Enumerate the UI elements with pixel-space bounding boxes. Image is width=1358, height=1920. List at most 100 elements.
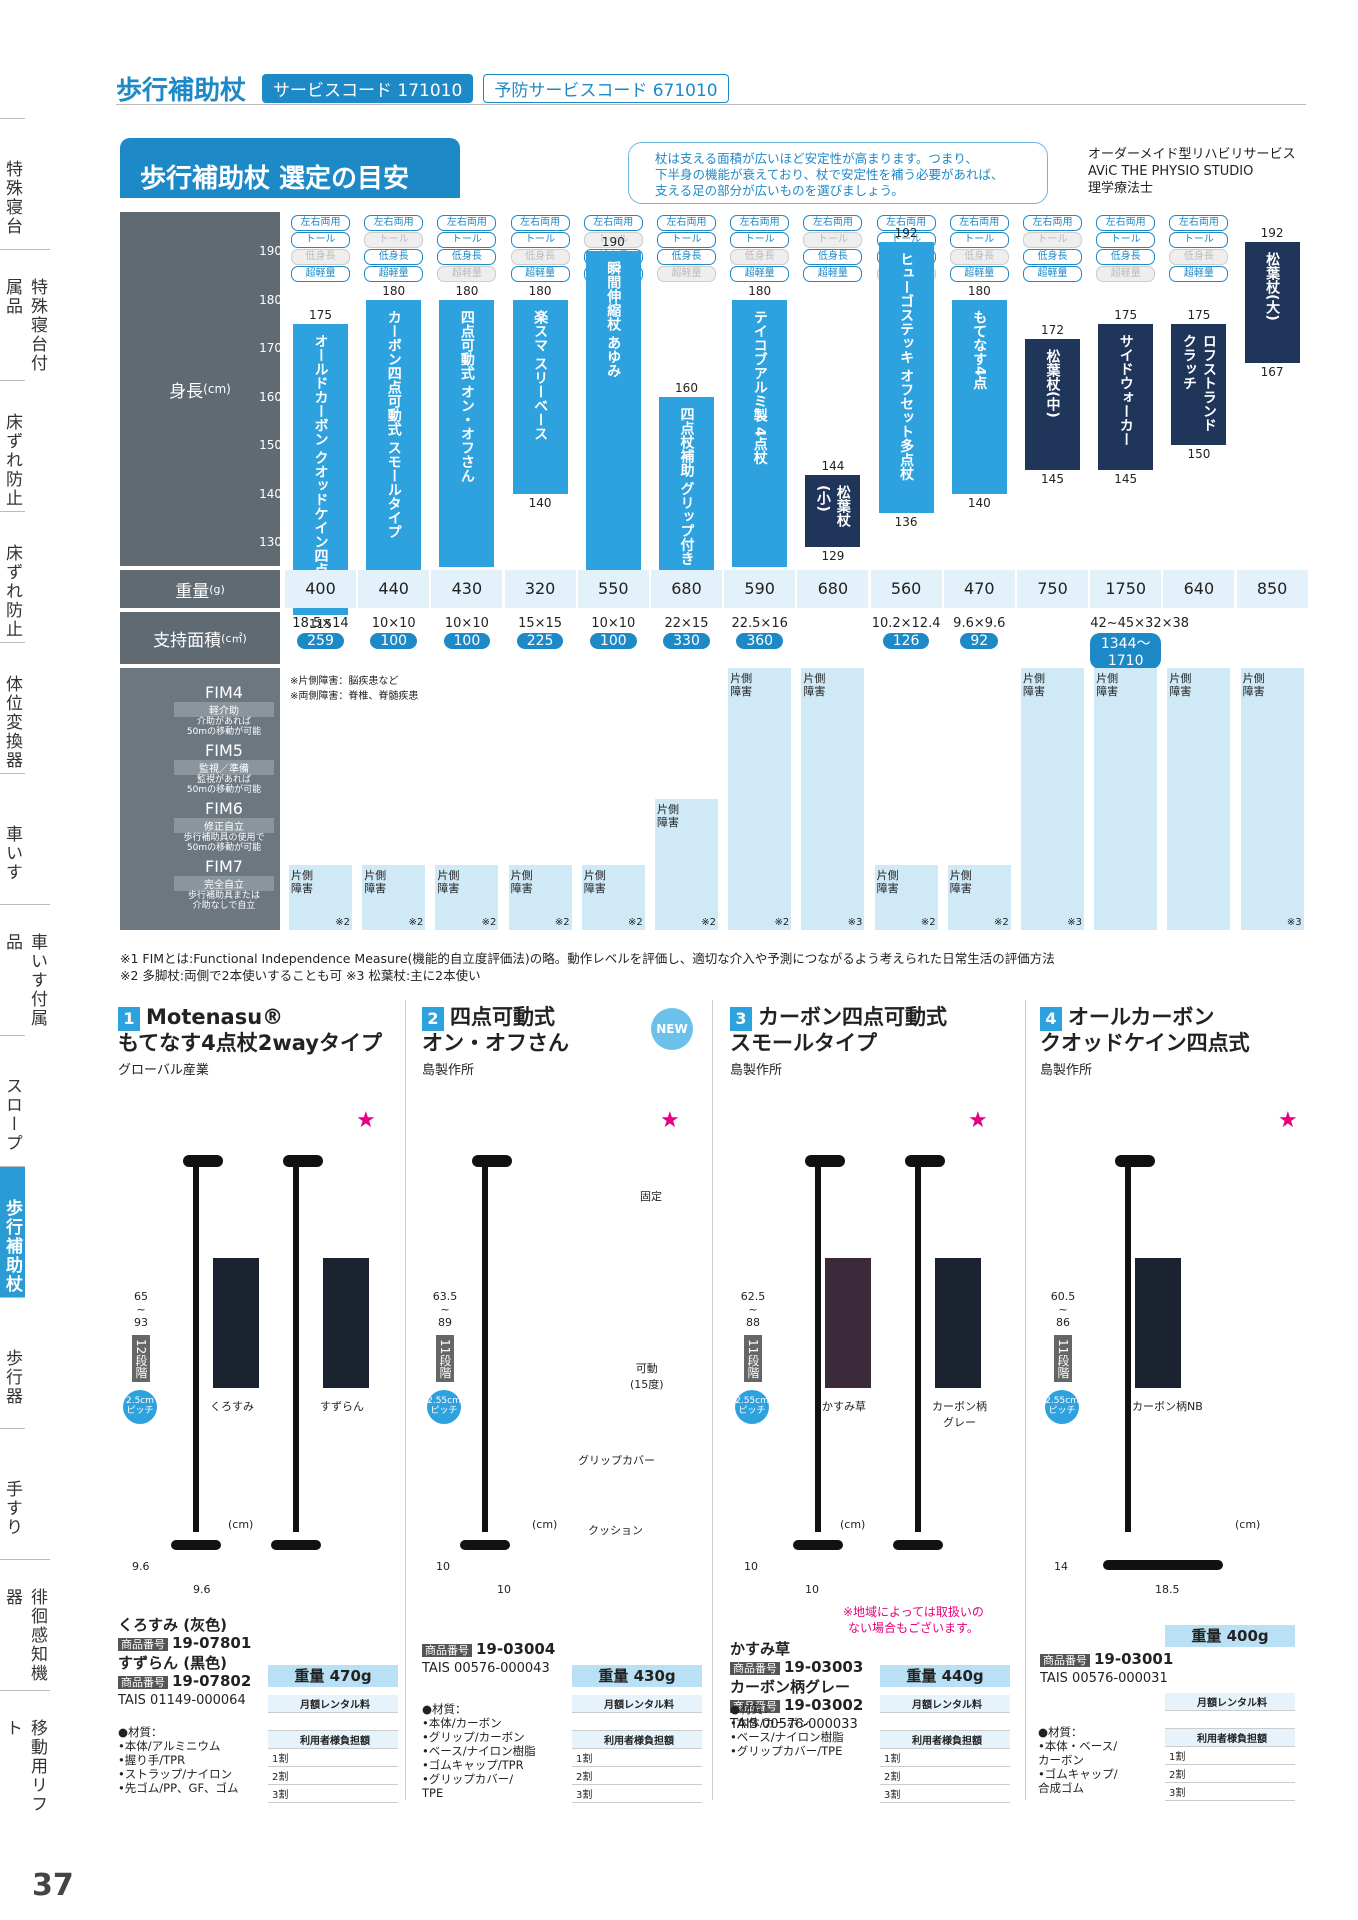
height-range-bar: 瞬間伸縮杖 あゆみ — [585, 251, 641, 572]
height-bottom-value: 167 — [1260, 364, 1284, 379]
fim-cell: 片側 障害 ※2 — [870, 668, 942, 930]
fim-fill — [581, 864, 645, 930]
base-dim: 10 — [436, 1560, 450, 1573]
cane-handle — [472, 1155, 512, 1167]
product-codes: かすみ草 商品番号 19-03003 カーボン柄グレー 商品番号 19-03002 TAIS… — [730, 1640, 863, 1734]
area-dims: 10×10 — [371, 616, 416, 631]
area-cell — [1017, 612, 1088, 664]
product-number: 2 — [422, 1007, 444, 1031]
cane-base — [171, 1540, 221, 1550]
sidebar-item[interactable]: 特殊寝台 — [0, 118, 25, 249]
height-range-bar: 四点可動式 オン・オフさん — [439, 299, 495, 567]
rental-title: 月額レンタル料 — [880, 1695, 1010, 1713]
prevent-code-badge: 予防サービスコード 671010 — [483, 74, 729, 103]
base-dim: 14 — [1054, 1560, 1068, 1573]
fim-cell: 片側 障害 ※3 — [1236, 668, 1308, 930]
fim-note: ※2 — [481, 917, 497, 928]
feature-tag: トール — [291, 232, 350, 248]
height-tick-label: 160 — [259, 389, 282, 404]
product-header: 2 四点可動式 オン・オフさん島製作所 — [422, 1005, 722, 1078]
weight-box: 重量 440g — [880, 1665, 1010, 1687]
height-top-value: 180 — [455, 283, 479, 298]
sidebar-item[interactable]: 歩行器 — [0, 1297, 25, 1428]
product-number: 4 — [1040, 1007, 1062, 1031]
material-list: ●材質： •本体/カーボン •グリップ/カーボン •ベース/ナイロン樹脂 •ゴム… — [422, 1702, 536, 1800]
feature-tag: 左右両用 — [949, 215, 1009, 231]
feature-tag: 低身長 — [510, 249, 570, 265]
grip-pattern — [935, 1258, 981, 1388]
chart-column: 左右両用 トール 低身長 超軽量 松葉杖(中) 172 145 750 片側 障害 ※3 — [1017, 212, 1088, 930]
cane-shaft — [482, 1162, 488, 1532]
fim-level-label: FIM5 監視／準備 監視があれば 50mの移動が可能 — [174, 741, 274, 795]
product-maker: 島製作所 — [422, 1063, 475, 1078]
area-cell — [1237, 612, 1308, 664]
fim-one-side: 片側 障害 — [1096, 672, 1119, 698]
area-cell — [1163, 612, 1234, 664]
fim-cell: 片側 障害 ※3 — [797, 668, 869, 930]
sidebar-item[interactable]: 車いす付属品 — [0, 904, 50, 1035]
chart-column: 左右両用 トール 低身長 超軽量 オールドカーボン クオッドケイン四点式 175 115 40… — [285, 212, 356, 930]
product-name: 2 四点可動式 オン・オフさん — [422, 1005, 722, 1055]
area-value: 100 — [370, 633, 418, 649]
product-header: 3 カーボン四点可動式 スモールタイプ 島製作所 — [730, 1005, 1030, 1078]
tais-code: TAIS 01149-000064 — [118, 1693, 246, 1708]
tais-code: TAIS 00576-000031 — [1040, 1671, 1168, 1686]
fim-note: ※2 — [408, 917, 424, 928]
sidebar-item[interactable]: 歩行補助杖 — [0, 1166, 25, 1297]
fim-level-desc: 監視があれば 50mの移動が可能 — [186, 775, 262, 795]
pattern-label: カーボン柄NB — [1132, 1400, 1203, 1413]
feature-tag: 左右両用 — [1096, 215, 1156, 231]
cane-handle — [183, 1155, 223, 1167]
sidebar-item[interactable]: スロープ — [0, 1035, 25, 1166]
area-cell: 18.5×14 259 — [285, 612, 356, 664]
sidebar-item[interactable]: 移動用リフト — [0, 1690, 50, 1821]
sidebar-item[interactable]: 手すり — [0, 1428, 25, 1559]
height-bottom-value: 150 — [1187, 447, 1211, 462]
feature-tag: 超軽量 — [1096, 266, 1156, 282]
fim-level-label: FIM7 完全自立 歩行補助具または 介助なしで自立 — [174, 857, 274, 911]
sidebar-item[interactable]: 体位変換器 — [0, 642, 25, 773]
tag-stack: 左右両用トール低身長超軽量 — [797, 214, 868, 283]
fim-level-label: FIM6 修正自立 歩行補助具の使用で 50mの移動が可能 — [174, 799, 274, 853]
weight-value: 680 — [797, 570, 869, 608]
fim-note: ※2 — [994, 917, 1009, 928]
fim-cell: 片側 障害 ※2 — [724, 668, 796, 930]
base-dim: 10 — [497, 1583, 511, 1596]
height-range-bar: テイコブアルミ製 4点杖 — [732, 299, 788, 567]
fim-note: ※2 — [628, 917, 643, 928]
height-range: 63.5 ~ 89 — [432, 1290, 458, 1329]
area-dims: 10.2×12.4 — [871, 616, 941, 631]
code-value: 19-03004 — [476, 1640, 556, 1658]
feature-tag: トール — [949, 232, 1009, 248]
feature-tag: 超軽量 — [1169, 266, 1229, 282]
code-label: 商品番号 — [422, 1644, 472, 1657]
item-code: 商品番号 19-07801 — [118, 1634, 251, 1654]
fim-cell-label: 片側 障害 — [364, 869, 386, 895]
product-title: 四点可動式 オン・オフさん — [422, 1005, 569, 1055]
weight-value: 400 — [285, 570, 356, 608]
item-code: 商品番号 19-03004 — [422, 1640, 555, 1660]
item-name: かすみ草 — [730, 1640, 791, 1658]
sidebar-item[interactable]: 床ずれ防止 — [0, 380, 25, 511]
area-value: 360 — [736, 633, 784, 649]
fim-note: ※2 — [774, 917, 790, 928]
burden-row: 1割 — [572, 1749, 702, 1767]
sidebar-item[interactable]: 徘徊感知機器 — [0, 1559, 50, 1690]
sidebar-item[interactable]: 特殊寝台付属品 — [0, 249, 50, 380]
feature-tag: 超軽量 — [510, 266, 570, 282]
sidebar-item[interactable]: 車いす — [0, 773, 25, 904]
feature-tag: 左右両用 — [437, 215, 497, 231]
area-dims: 18.5×14 — [292, 616, 349, 631]
new-badge: NEW — [651, 1008, 693, 1050]
burden-row: 3割 — [268, 1785, 398, 1803]
code-value: 19-07801 — [172, 1634, 252, 1652]
cane-base — [1103, 1560, 1223, 1570]
base-dim: 9.6 — [132, 1560, 150, 1573]
step-count: 11段階 — [436, 1335, 454, 1383]
fim-one-side: 片側 障害 — [1023, 672, 1045, 698]
area-cell: 10.2×12.4 126 — [871, 612, 942, 664]
feature-tag: 低身長 — [730, 249, 790, 265]
sidebar-item[interactable]: 床ずれ防止 — [0, 511, 25, 642]
grip-pattern — [1135, 1258, 1181, 1388]
fim-cell: 片側 障害 ※2 — [504, 668, 576, 930]
